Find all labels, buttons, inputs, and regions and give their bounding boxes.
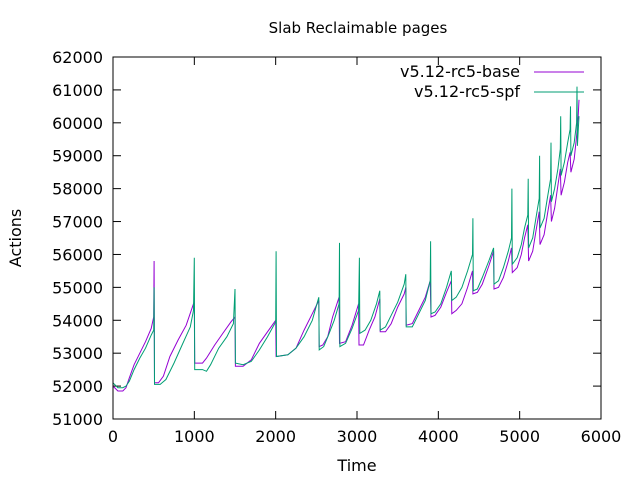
series-line-2 xyxy=(112,86,580,389)
y-tick-label: 61000 xyxy=(52,81,103,100)
x-tick-label: 3000 xyxy=(337,427,378,446)
x-tick-label: 6000 xyxy=(581,427,622,446)
y-tick-label: 58000 xyxy=(52,180,103,199)
y-tick-label: 55000 xyxy=(52,278,103,297)
y-tick-label: 62000 xyxy=(52,48,103,67)
y-tick-label: 57000 xyxy=(52,213,103,232)
plot-frame xyxy=(112,56,602,420)
y-tick-label: 54000 xyxy=(52,311,103,330)
chart-title: Slab Reclaimable pages xyxy=(269,19,448,37)
x-tick-label: 5000 xyxy=(499,427,540,446)
x-tick-label: 1000 xyxy=(174,427,215,446)
y-tick-label: 52000 xyxy=(52,377,103,396)
legend-label-2: v5.12-rc5-spf xyxy=(414,82,520,101)
series-line-1 xyxy=(112,99,580,392)
x-tick-label: 0 xyxy=(108,427,118,446)
y-tick-label: 60000 xyxy=(52,114,103,133)
x-tick-label: 4000 xyxy=(418,427,459,446)
y-tick-label: 51000 xyxy=(52,410,103,429)
y-axis-label: Actions xyxy=(6,209,25,267)
plot-series-group xyxy=(112,86,580,392)
legend-label-1: v5.12-rc5-base xyxy=(400,62,520,81)
y-tick-label: 53000 xyxy=(52,344,103,363)
y-tick-label: 59000 xyxy=(52,147,103,166)
x-tick-label: 2000 xyxy=(255,427,296,446)
y-tick-label: 56000 xyxy=(52,245,103,264)
x-axis-label: Time xyxy=(336,456,376,475)
axis-ticks: 51000 52000 53000 54000 55000 56000 57000 58000… xyxy=(52,48,621,446)
